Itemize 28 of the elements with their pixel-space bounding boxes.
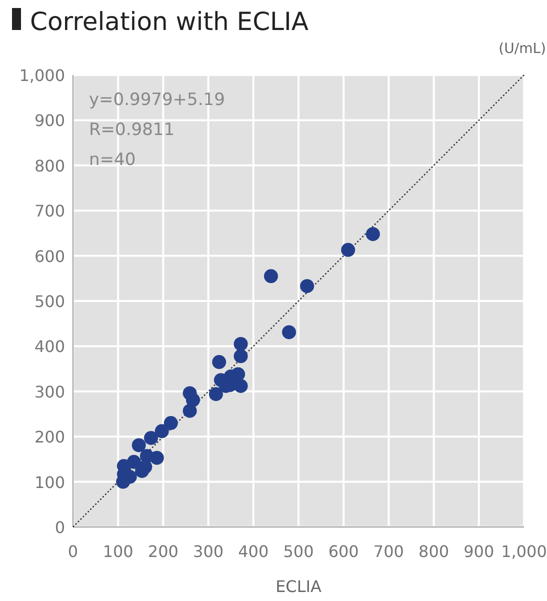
annotation: n=40 — [89, 150, 136, 170]
y-tick-label: 200 — [34, 428, 65, 447]
x-tick-label: 900 — [464, 542, 494, 561]
y-tick-label: 1,000 — [19, 66, 65, 85]
y-tick-label: 300 — [34, 382, 65, 402]
y-tick-label: 500 — [34, 292, 65, 311]
y-tick-label: 100 — [34, 472, 65, 492]
x-tick-label: 600 — [328, 542, 359, 561]
y-tick-label: 800 — [34, 156, 65, 176]
y-tick-label: 600 — [34, 246, 65, 266]
y-axis-title: (U/mL) — [498, 41, 546, 57]
annotation: R=0.9811 — [89, 120, 175, 140]
x-tick-label: 200 — [148, 542, 178, 561]
chart-title: Correlation with ECLIA — [30, 7, 308, 36]
y-tick-label: 900 — [34, 111, 65, 130]
x-tick-label: 100 — [102, 542, 134, 561]
x-tick-label: 1,000 — [501, 542, 547, 561]
x-tick-label: 400 — [238, 542, 269, 561]
y-tick-label: 700 — [34, 202, 65, 221]
y-tick-label: 0 — [54, 518, 65, 537]
annotation: y=0.9979+5.19 — [89, 90, 225, 110]
x-tick-label: 700 — [373, 542, 404, 561]
x-tick-label: 300 — [193, 542, 224, 561]
x-axis-title: ECLIA — [276, 577, 322, 596]
x-tick-label: 800 — [418, 542, 450, 561]
y-tick-label: 400 — [34, 337, 65, 356]
x-tick-label: 0 — [68, 542, 78, 561]
x-tick-label: 500 — [283, 542, 314, 561]
